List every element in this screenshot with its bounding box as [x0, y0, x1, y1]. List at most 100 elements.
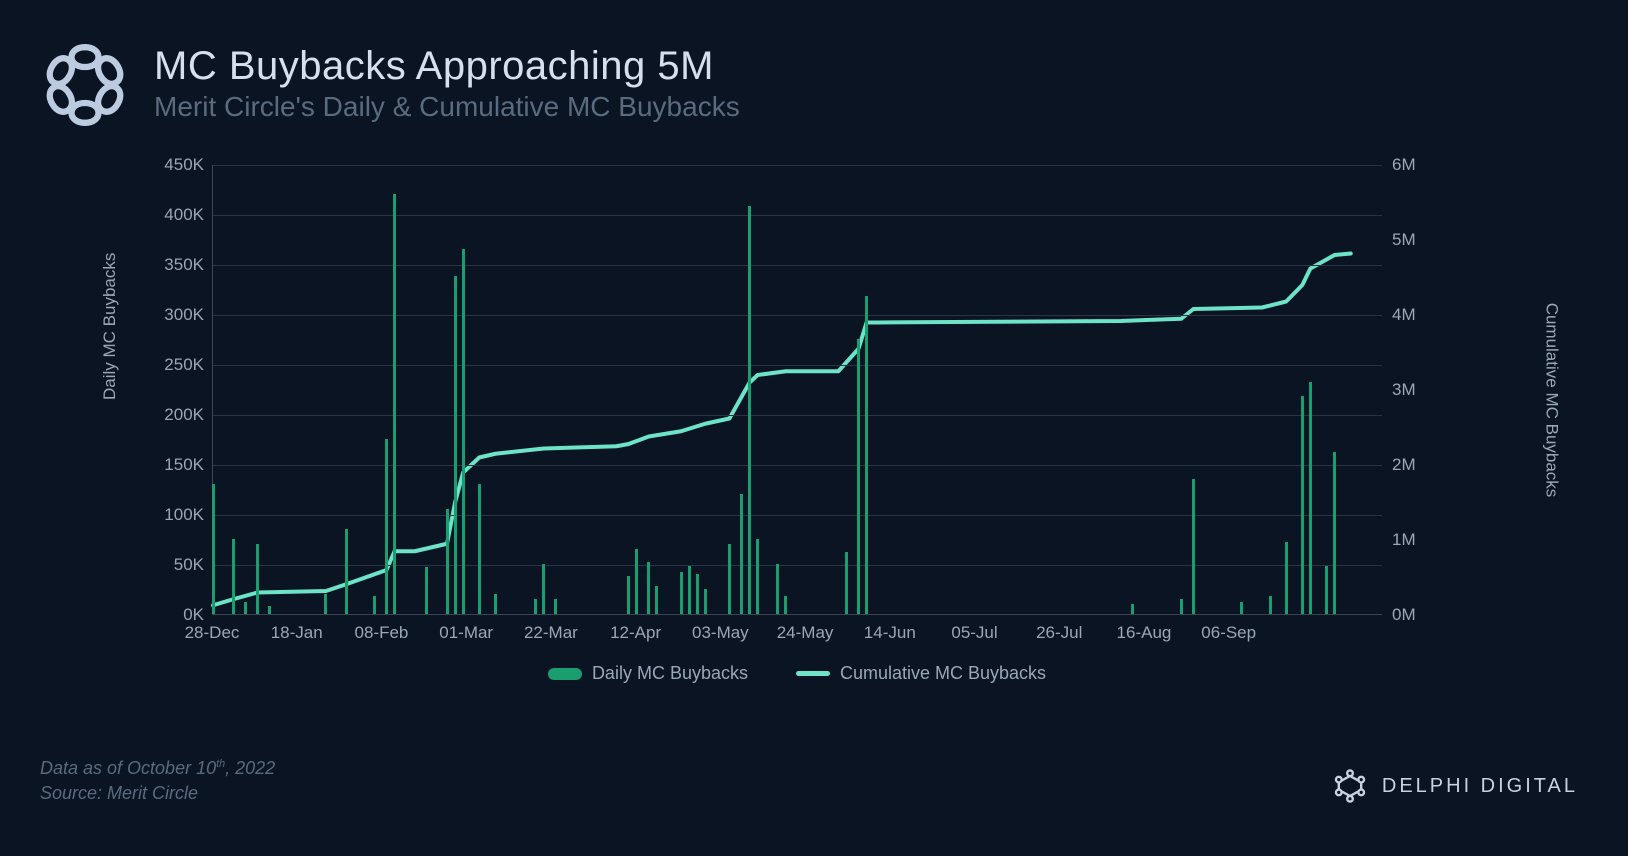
x-tick-label: 24-May	[777, 623, 834, 643]
legend-item-bars: Daily MC Buybacks	[548, 663, 748, 684]
daily-bar	[1131, 604, 1134, 614]
daily-bar	[655, 586, 658, 614]
daily-bar	[244, 602, 247, 614]
y-right-tick-label: 5M	[1392, 230, 1442, 250]
daily-bar	[728, 544, 731, 614]
daily-bar	[324, 594, 327, 614]
y-left-tick-label: 150K	[144, 455, 204, 475]
gridline	[213, 315, 1382, 316]
y-axis-left-title: Daily MC Buybacks	[100, 253, 120, 400]
daily-bar	[212, 484, 215, 614]
x-tick-label: 22-Mar	[524, 623, 578, 643]
daily-bar	[740, 494, 743, 614]
daily-bar	[688, 566, 691, 614]
daily-bar	[696, 574, 699, 614]
footer-source: Source: Merit Circle	[40, 781, 275, 806]
y-left-tick-label: 0K	[144, 605, 204, 625]
daily-bar	[554, 599, 557, 614]
footer-notes: Data as of October 10th, 2022 Source: Me…	[40, 756, 275, 806]
legend-swatch-bar-icon	[548, 668, 582, 680]
legend: Daily MC Buybacks Cumulative MC Buybacks	[212, 663, 1382, 684]
cumulative-line	[213, 165, 1382, 614]
gridline	[213, 165, 1382, 166]
chart-title: MC Buybacks Approaching 5M	[154, 44, 740, 89]
daily-bar	[680, 572, 683, 614]
daily-bar	[393, 194, 396, 614]
x-tick-label: 14-Jun	[864, 623, 916, 643]
delphi-brand: DELPHI DIGITAL	[1330, 766, 1578, 806]
daily-bar	[704, 589, 707, 614]
daily-bar	[1240, 602, 1243, 614]
daily-bar	[494, 594, 497, 614]
daily-bar	[462, 249, 465, 614]
y-right-tick-label: 3M	[1392, 380, 1442, 400]
gridline	[213, 265, 1382, 266]
daily-bar	[776, 564, 779, 614]
daily-bar	[1333, 452, 1336, 614]
y-left-tick-label: 400K	[144, 205, 204, 225]
x-tick-label: 06-Sep	[1201, 623, 1256, 643]
daily-bar	[756, 539, 759, 614]
y-left-tick-label: 100K	[144, 505, 204, 525]
daily-bar	[845, 552, 848, 614]
x-tick-label: 28-Dec	[185, 623, 240, 643]
y-left-tick-label: 300K	[144, 305, 204, 325]
x-tick-label: 12-Apr	[610, 623, 661, 643]
delphi-logo-icon	[1330, 766, 1370, 806]
daily-bar	[373, 596, 376, 614]
daily-bar	[627, 576, 630, 614]
daily-bar	[1180, 599, 1183, 614]
y-right-tick-label: 1M	[1392, 530, 1442, 550]
legend-item-line: Cumulative MC Buybacks	[796, 663, 1046, 684]
gridline	[213, 515, 1382, 516]
y-right-tick-label: 2M	[1392, 455, 1442, 475]
x-tick-label: 26-Jul	[1036, 623, 1082, 643]
daily-bar	[534, 599, 537, 614]
y-left-tick-label: 50K	[144, 555, 204, 575]
y-right-tick-label: 0M	[1392, 605, 1442, 625]
daily-bar	[784, 596, 787, 614]
x-tick-label: 08-Feb	[355, 623, 409, 643]
legend-swatch-line-icon	[796, 671, 830, 676]
legend-label-line: Cumulative MC Buybacks	[840, 663, 1046, 684]
daily-bar	[635, 549, 638, 614]
daily-bar	[478, 484, 481, 614]
daily-bar	[268, 606, 271, 614]
y-left-tick-label: 200K	[144, 405, 204, 425]
daily-bar	[1301, 396, 1304, 614]
daily-bar	[1192, 479, 1195, 614]
daily-bar	[446, 509, 449, 614]
y-left-tick-label: 450K	[144, 155, 204, 175]
delphi-brand-text: DELPHI DIGITAL	[1382, 775, 1578, 798]
daily-bar	[748, 206, 751, 614]
x-tick-label: 01-Mar	[439, 623, 493, 643]
daily-bar	[1309, 382, 1312, 614]
daily-bar	[647, 562, 650, 614]
daily-bar	[232, 539, 235, 614]
daily-bar	[857, 339, 860, 614]
y-left-tick-label: 250K	[144, 355, 204, 375]
y-right-tick-label: 6M	[1392, 155, 1442, 175]
chart: Daily MC Buybacks Cumulative MC Buybacks…	[120, 165, 1520, 685]
daily-bar	[256, 544, 259, 614]
footer-date: Data as of October 10th, 2022	[40, 756, 275, 781]
daily-bar	[1285, 542, 1288, 614]
gridline	[213, 365, 1382, 366]
x-tick-label: 05-Jul	[951, 623, 997, 643]
daily-bar	[1325, 566, 1328, 614]
gridline	[213, 215, 1382, 216]
gridline	[213, 415, 1382, 416]
x-tick-label: 16-Aug	[1117, 623, 1172, 643]
daily-bar	[542, 564, 545, 614]
x-tick-label: 18-Jan	[271, 623, 323, 643]
gridline	[213, 565, 1382, 566]
daily-bar	[385, 439, 388, 614]
y-left-tick-label: 350K	[144, 255, 204, 275]
header: MC Buybacks Approaching 5M Merit Circle'…	[40, 40, 740, 130]
gridline	[213, 465, 1382, 466]
legend-label-bars: Daily MC Buybacks	[592, 663, 748, 684]
daily-bar	[425, 567, 428, 614]
daily-bar	[454, 276, 457, 614]
x-tick-label: 03-May	[692, 623, 749, 643]
daily-bar	[865, 296, 868, 614]
